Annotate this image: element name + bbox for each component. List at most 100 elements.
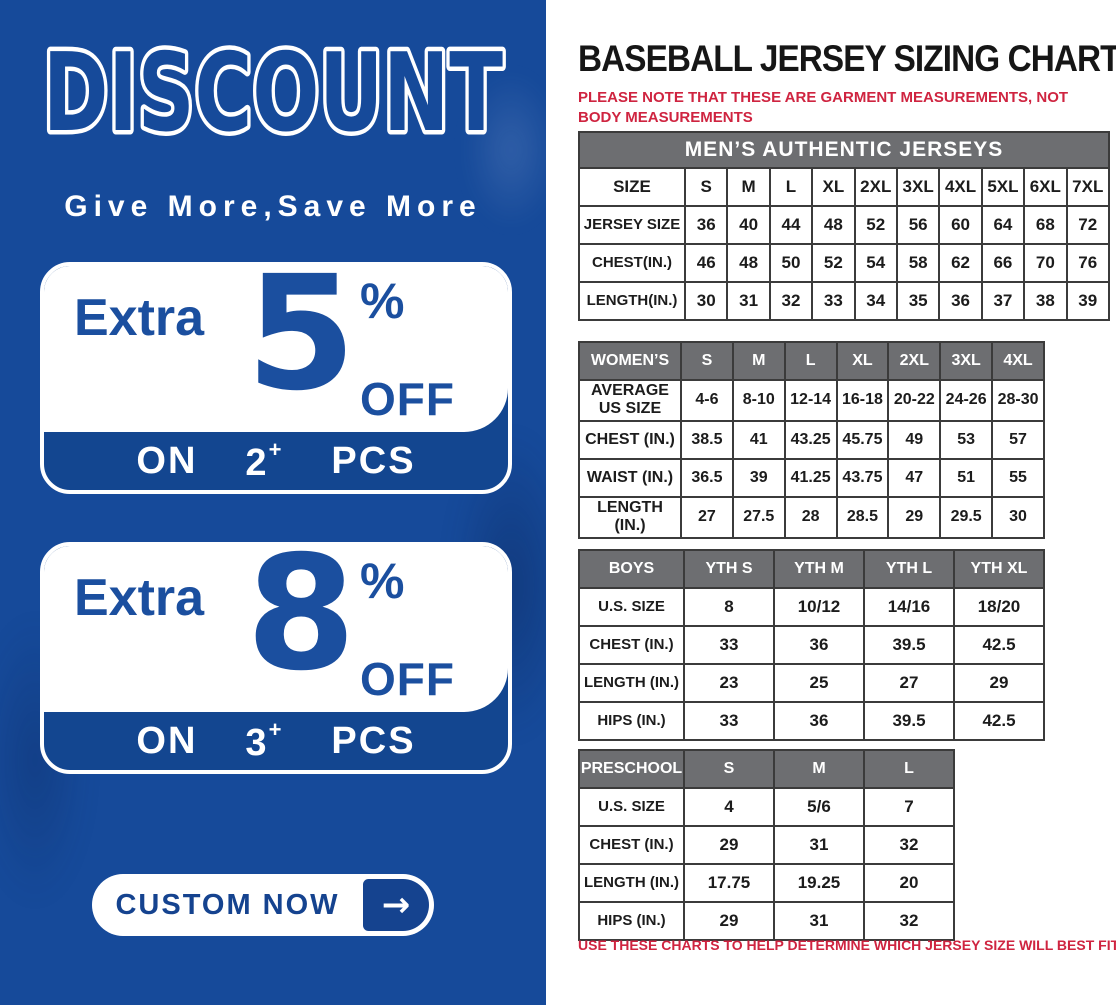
cell-value: 29 — [683, 901, 775, 941]
table-row: LENGTH (IN.) 27 27.5 28 28.5 29 29.5 30 — [578, 495, 1045, 539]
cell-value: 48 — [726, 243, 771, 283]
preschool-sizing-table: PRESCHOOL S M L U.S. SIZE 4 5/6 7 CHEST (IN.) 29 3… — [578, 749, 955, 941]
table-row: U.S. SIZE 8 10/12 14/16 18/20 — [578, 587, 1045, 627]
column-header: 2XL — [887, 341, 942, 381]
row-label: CHEST (IN.) — [578, 825, 685, 865]
cell-value: 18/20 — [953, 587, 1045, 627]
cell-value: 43.75 — [835, 457, 890, 498]
cell-value: 42.5 — [953, 625, 1045, 665]
cell-value: 29 — [887, 495, 942, 539]
column-header: 4XL — [938, 167, 983, 207]
plus-sign: + — [268, 437, 284, 462]
mens-sizing-table: SIZE S M L XL 2XL 3XL 4XL 5XL 6XL 7XL JERSEY SIZE 36… — [578, 167, 1111, 321]
cell-value: 41.25 — [783, 457, 838, 498]
row-label: HIPS (IN.) — [578, 701, 685, 741]
row-label: CHEST (IN.) — [578, 625, 685, 665]
cell-value: 7 — [863, 787, 955, 827]
cell-value: 35 — [895, 281, 941, 321]
cell-value: 42.5 — [953, 701, 1045, 741]
cell-value: 47 — [887, 457, 942, 498]
cell-value: 24-26 — [939, 379, 994, 422]
cell-value: 44 — [768, 205, 814, 245]
table-row: HIPS (IN.) 33 36 39.5 42.5 — [578, 701, 1045, 741]
womens-sizing-table-block: WOMEN’S S M L XL 2XL 3XL 4XL AVERAGE US SIZE 4-6 8… — [578, 341, 1045, 539]
cell-value: 36 — [773, 701, 865, 741]
cell-value: 23 — [683, 663, 775, 703]
cell-value: 39 — [731, 457, 786, 498]
cell-value: 16-18 — [835, 379, 890, 422]
womens-sizing-table: WOMEN’S S M L XL 2XL 3XL 4XL AVERAGE US SIZE 4-6 8… — [578, 341, 1045, 539]
table-row: HIPS (IN.) 29 31 32 — [578, 901, 955, 941]
arrow-box: → — [363, 879, 429, 931]
column-header: PRESCHOOL — [578, 749, 685, 789]
column-header: L — [783, 341, 838, 381]
cell-value: 58 — [895, 243, 941, 283]
column-header: L — [768, 167, 814, 207]
column-header: M — [773, 749, 865, 789]
mens-table-banner: MEN’S AUTHENTIC JERSEYS — [578, 131, 1110, 169]
cell-value: 12-14 — [783, 379, 838, 422]
cell-value: 19.25 — [773, 863, 865, 903]
offer-percent-value: 8 — [246, 542, 357, 706]
custom-now-button[interactable]: CUSTOM NOW → — [92, 874, 434, 936]
cell-value: 48 — [811, 205, 856, 245]
cell-value: 64 — [980, 205, 1026, 245]
row-label: CHEST (IN.) — [578, 419, 682, 460]
table-header-row: BOYS YTH S YTH M YTH L YTH XL — [578, 549, 1045, 589]
column-header: S — [683, 749, 775, 789]
table-row: LENGTH (IN.) 17.75 19.25 20 — [578, 863, 955, 903]
plus-sign: + — [268, 717, 284, 742]
column-header: 3XL — [939, 341, 994, 381]
cell-value: 36.5 — [680, 457, 734, 498]
cell-value: 8-10 — [731, 379, 786, 422]
table-row: CHEST (IN.) 29 31 32 — [578, 825, 955, 865]
mens-sizing-table-block: MEN’S AUTHENTIC JERSEYS SIZE S M L XL 2XL 3XL 4… — [578, 131, 1111, 321]
column-header: YTH XL — [953, 549, 1045, 589]
on-label: ON — [136, 719, 198, 762]
table-row: AVERAGE US SIZE 4-6 8-10 12-14 16-18 20-22 24-… — [578, 379, 1045, 422]
column-header: YTH L — [863, 549, 955, 589]
boys-sizing-table-block: BOYS YTH S YTH M YTH L YTH XL U.S. SIZE 8 10/12… — [578, 549, 1045, 741]
column-header: 5XL — [980, 167, 1026, 207]
cell-value: 32 — [863, 825, 955, 865]
cell-value: 28.5 — [835, 495, 890, 539]
right-arrow-icon: → — [381, 885, 411, 925]
cell-value: 33 — [811, 281, 856, 321]
column-header: YTH M — [773, 549, 865, 589]
cell-value: 39.5 — [863, 625, 955, 665]
cell-value: 36 — [773, 625, 865, 665]
cell-value: 27 — [863, 663, 955, 703]
cell-value: 33 — [683, 625, 775, 665]
table-row: WAIST (IN.) 36.5 39 41.25 43.75 47 51 55 — [578, 457, 1045, 498]
on-label: ON — [136, 439, 198, 482]
cell-value: 55 — [991, 457, 1045, 498]
offer-side-labels: % OFF — [360, 276, 455, 436]
column-header: S — [680, 341, 734, 381]
boys-sizing-table: BOYS YTH S YTH M YTH L YTH XL U.S. SIZE 8 10/12… — [578, 549, 1045, 741]
offer-card-8-percent: Extra 8 % OFF ON 3+ PCS — [40, 542, 512, 774]
cell-value: 38 — [1023, 281, 1068, 321]
table-row: JERSEY SIZE 36 40 44 48 52 56 60 64 68 72 — [578, 205, 1111, 245]
promo-subheadline: Give More,Save More — [64, 190, 482, 223]
cell-value: 4 — [683, 787, 775, 827]
cell-value: 60 — [938, 205, 983, 245]
cell-value: 30 — [991, 495, 1045, 539]
column-header: L — [863, 749, 955, 789]
column-header: 4XL — [991, 341, 1045, 381]
column-header: WOMEN’S — [578, 341, 682, 381]
cell-value: 49 — [887, 419, 942, 460]
cell-value: 53 — [939, 419, 994, 460]
offer-main: Extra 5 % OFF — [44, 266, 508, 432]
column-header: 2XL — [853, 167, 898, 207]
cell-value: 14/16 — [863, 587, 955, 627]
cell-value: 32 — [768, 281, 814, 321]
offer-side-labels: % OFF — [360, 556, 455, 716]
cell-value: 50 — [768, 243, 814, 283]
table-row: LENGTH(IN.) 30 31 32 33 34 35 36 37 38 39 — [578, 281, 1111, 321]
cell-value: 46 — [683, 243, 729, 283]
cell-value: 20-22 — [887, 379, 942, 422]
cell-value: 29.5 — [939, 495, 994, 539]
fit-advice-note: USE THESE CHARTS TO HELP DETERMINE WHICH… — [578, 937, 1116, 953]
cell-value: 52 — [811, 243, 856, 283]
cell-value: 76 — [1065, 243, 1111, 283]
